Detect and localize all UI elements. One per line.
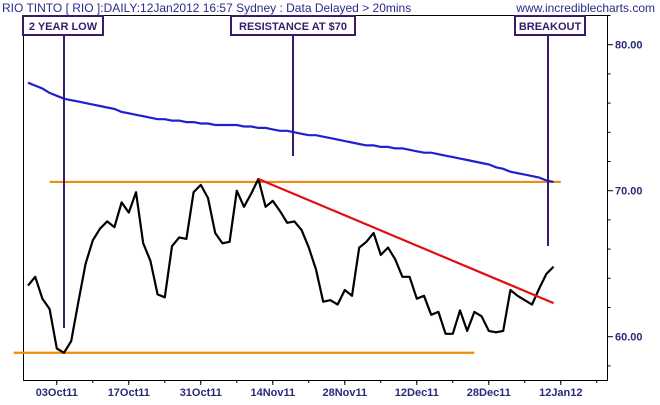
horizontal-levels bbox=[13, 180, 561, 354]
x-tick-label: 12Jan12 bbox=[539, 387, 582, 399]
moving-average-line bbox=[27, 81, 554, 183]
x-tick-label: 03Oct11 bbox=[36, 387, 78, 399]
annotation-breakout: BREAKOUT bbox=[514, 15, 586, 246]
x-tick-label: 14Nov11 bbox=[250, 387, 295, 399]
y-axis: 60.00 70.00 80.00 bbox=[607, 15, 643, 367]
x-tick-label: 28Dec11 bbox=[467, 387, 511, 399]
trendline-line bbox=[257, 178, 555, 305]
x-tick-label: 31Oct11 bbox=[180, 387, 222, 399]
site-watermark: www.incrediblecharts.com bbox=[515, 1, 655, 15]
x-tick-label: 12Dec11 bbox=[395, 387, 439, 399]
y-tick-label: 80.00 bbox=[615, 40, 643, 52]
plot-area bbox=[23, 15, 608, 381]
annotation-label: 2 YEAR LOW bbox=[29, 21, 98, 33]
price-line bbox=[27, 177, 555, 354]
chart-title: RIO TINTO [ RIO ]:DAILY:12Jan2012 16:57 … bbox=[2, 1, 411, 15]
annotation-2-year-low: 2 YEAR LOW bbox=[22, 15, 104, 328]
annotation-resistance: RESISTANCE AT $70 bbox=[230, 15, 356, 156]
x-tick-label: 17Oct11 bbox=[108, 387, 150, 399]
annotation-box bbox=[514, 15, 586, 36]
annotation-label: RESISTANCE AT $70 bbox=[239, 21, 347, 33]
annotation-label: BREAKOUT bbox=[519, 21, 582, 33]
y-tick-label: 70.00 bbox=[615, 186, 643, 198]
x-axis: 03Oct11 17Oct11 31Oct11 14Nov11 28Nov11 12Dec… bbox=[36, 380, 598, 399]
x-tick-label: 28Nov11 bbox=[322, 387, 367, 399]
y-tick-label: 60.00 bbox=[615, 332, 643, 344]
trendline-group bbox=[257, 178, 555, 305]
